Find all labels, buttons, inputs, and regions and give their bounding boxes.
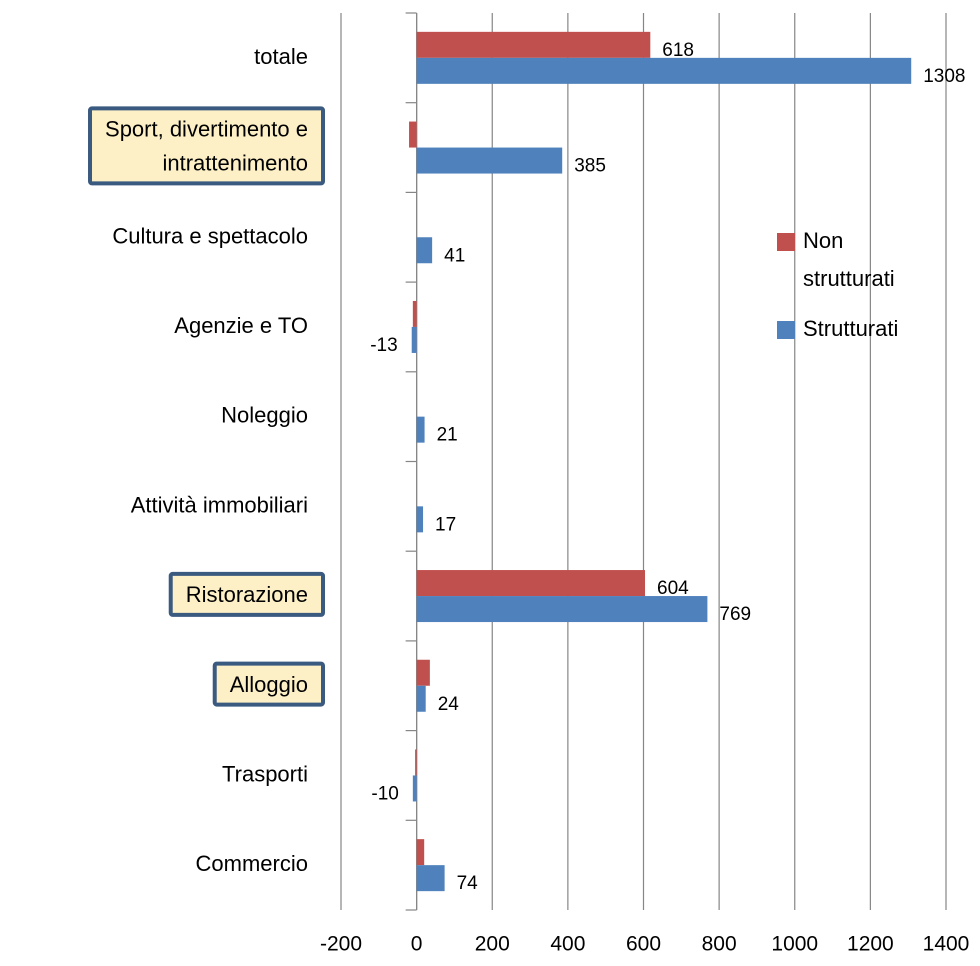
legend-swatch — [777, 321, 795, 339]
category-label: Sport, divertimento e intrattenimento — [105, 116, 308, 175]
bar — [416, 147, 563, 174]
bar — [412, 775, 417, 802]
bar — [416, 865, 445, 892]
category-label: totale — [254, 44, 308, 69]
x-tick-label: -200 — [320, 933, 362, 956]
data-label: 17 — [435, 514, 456, 535]
legend-label: Non strutturati — [803, 228, 895, 291]
data-label: 74 — [457, 873, 479, 894]
bar — [412, 300, 417, 327]
data-label: -13 — [370, 335, 397, 356]
x-tick-label: 600 — [626, 933, 661, 956]
category-label: Ristorazione — [186, 582, 308, 607]
data-label: 604 — [657, 578, 689, 599]
x-tick-label: 400 — [550, 933, 585, 956]
x-tick-label: 800 — [702, 933, 737, 956]
data-label: 1308 — [923, 66, 965, 87]
bar — [416, 839, 425, 866]
data-label: 24 — [438, 694, 460, 715]
legend-swatch — [777, 233, 795, 251]
category-label: Alloggio — [230, 672, 308, 697]
bar — [416, 685, 426, 712]
data-label: -10 — [371, 783, 398, 804]
bar — [415, 749, 417, 776]
bar — [416, 596, 708, 623]
data-label: 41 — [444, 245, 465, 266]
category-label: Cultura e spettacolo — [112, 223, 308, 248]
category-label: Agenzie e TO — [174, 313, 308, 338]
data-label: 618 — [662, 40, 694, 61]
category-label: Trasporti — [222, 761, 308, 786]
bar — [416, 506, 424, 533]
bar — [416, 237, 433, 264]
data-label: 21 — [437, 425, 458, 446]
bar — [416, 57, 912, 84]
x-tick-label: 1000 — [771, 933, 818, 956]
category-label: Attività immobiliari — [131, 492, 308, 517]
x-tick-label: 1200 — [847, 933, 894, 956]
x-tick-label: 200 — [475, 933, 510, 956]
bar — [416, 659, 430, 686]
x-tick-label: 1400 — [923, 933, 970, 956]
bar — [416, 416, 425, 443]
category-label: Noleggio — [221, 402, 308, 427]
x-tick-label: 0 — [411, 933, 423, 956]
bar — [416, 570, 646, 597]
data-label: 385 — [574, 156, 606, 177]
bar — [409, 121, 417, 148]
data-label: 769 — [719, 604, 751, 625]
category-highlight — [212, 661, 325, 707]
category-label: Commercio — [196, 851, 308, 876]
category-highlight — [88, 106, 325, 186]
bar — [416, 31, 651, 58]
category-highlight — [168, 571, 325, 617]
bar — [411, 326, 417, 353]
legend-label: Strutturati — [803, 316, 898, 341]
